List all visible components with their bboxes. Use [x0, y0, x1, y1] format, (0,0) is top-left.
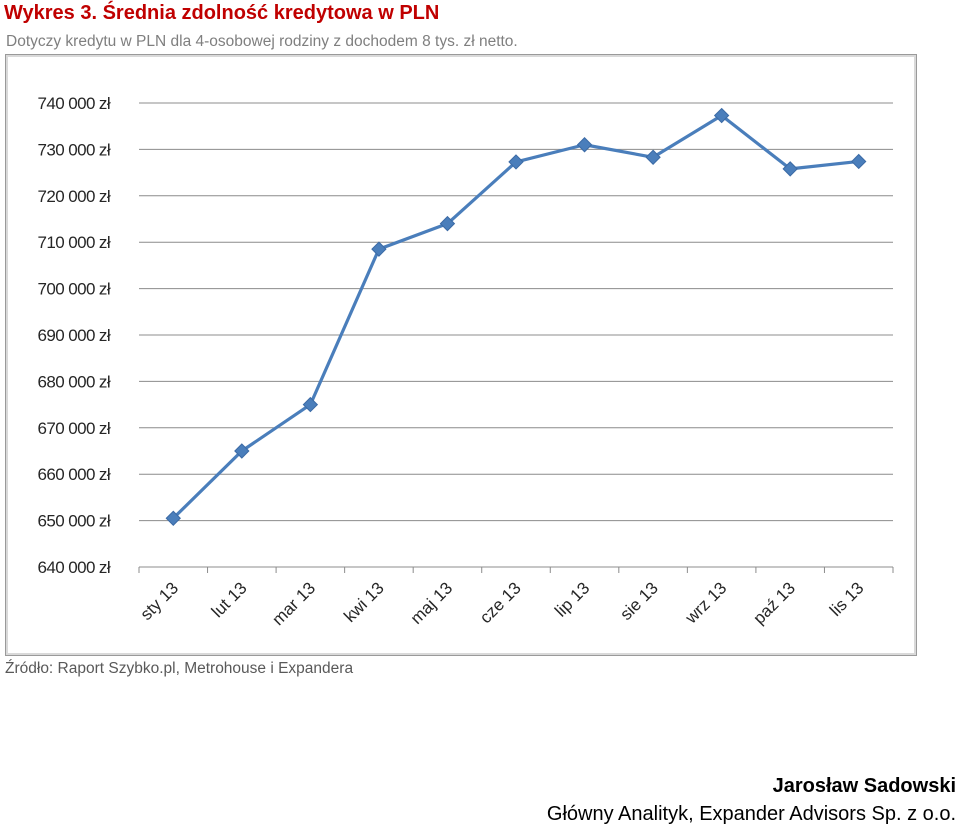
x-tick-label: lip 13: [551, 578, 593, 620]
author-role: Główny Analityk, Expander Advisors Sp. z…: [546, 803, 956, 825]
y-tick-label: 650 000 zł: [38, 512, 111, 531]
x-tick-label: kwi 13: [340, 578, 388, 626]
series-line: [172, 113, 859, 520]
data-point: [234, 443, 250, 459]
data-point: [645, 149, 661, 165]
y-tick-label: 720 000 zł: [38, 187, 111, 206]
y-tick-label: 740 000 zł: [38, 94, 111, 113]
data-point: [576, 137, 593, 153]
x-tick-label: sty 13: [137, 578, 183, 624]
y-tick-label: 660 000 zł: [38, 465, 111, 484]
x-tick-label: cze 13: [476, 578, 525, 627]
y-tick-label: 700 000 zł: [38, 280, 111, 299]
data-point: [782, 161, 798, 177]
chart-subtitle: Dotyczy kredytu w PLN dla 4-osobowej rod…: [6, 33, 518, 50]
y-tick-label: 680 000 zł: [38, 372, 111, 391]
y-tick-label: 690 000 zł: [38, 326, 111, 345]
line-chart: 640 000 zł 650 000 zł 660 000 zł 670 000 zł…: [38, 94, 894, 629]
data-point: [371, 241, 387, 257]
y-tick-label: 640 000 zł: [38, 558, 111, 577]
data-point: [508, 154, 524, 170]
x-tick-label: wrz 13: [681, 578, 731, 628]
author-name: Jarosław Sadowski: [772, 775, 956, 797]
x-tick-label: sie 13: [616, 578, 662, 624]
y-tick-label: 730 000 zł: [38, 140, 111, 159]
x-tick-label: mar 13: [268, 578, 319, 629]
data-point: [439, 215, 456, 232]
data-point: [165, 510, 181, 526]
data-point: [302, 396, 319, 413]
x-tick-label: paź 13: [749, 578, 799, 628]
x-tick-label: lis 13: [826, 578, 867, 619]
data-point: [713, 107, 730, 124]
chart-frame: 640 000 zł 650 000 zł 660 000 zł 670 000 zł…: [5, 54, 917, 656]
source-note: Źródło: Raport Szybko.pl, Metrohouse i E…: [5, 660, 354, 677]
x-tick-label: lut 13: [208, 578, 251, 621]
data-point: [851, 153, 867, 170]
x-tick-label: maj 13: [407, 578, 457, 628]
chart-title: Wykres 3. Średnia zdolność kredytowa w P…: [4, 2, 440, 24]
y-tick-label: 670 000 zł: [38, 419, 111, 438]
y-tick-label: 710 000 zł: [38, 233, 111, 252]
